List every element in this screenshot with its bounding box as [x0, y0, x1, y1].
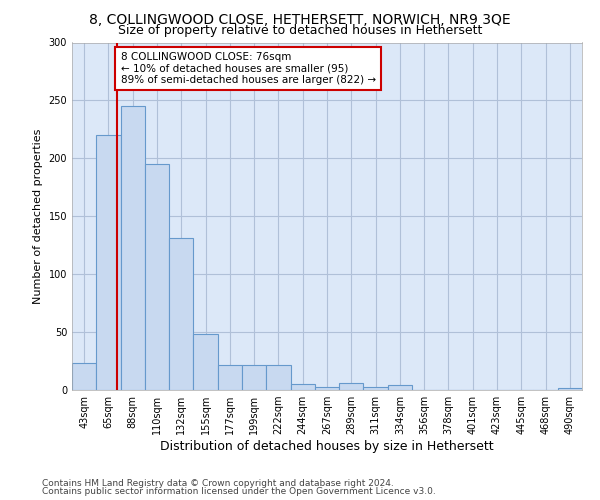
Y-axis label: Number of detached properties: Number of detached properties: [33, 128, 43, 304]
Bar: [145, 164, 169, 390]
Bar: [339, 383, 364, 390]
Bar: [388, 386, 412, 390]
Bar: [169, 238, 193, 390]
Bar: [364, 386, 388, 390]
Text: 8, COLLINGWOOD CLOSE, HETHERSETT, NORWICH, NR9 3QE: 8, COLLINGWOOD CLOSE, HETHERSETT, NORWIC…: [89, 12, 511, 26]
Bar: [218, 364, 242, 390]
Bar: [266, 364, 290, 390]
Bar: [121, 106, 145, 390]
Bar: [558, 388, 582, 390]
Bar: [96, 135, 121, 390]
Text: 8 COLLINGWOOD CLOSE: 76sqm
← 10% of detached houses are smaller (95)
89% of semi: 8 COLLINGWOOD CLOSE: 76sqm ← 10% of deta…: [121, 52, 376, 85]
Bar: [72, 364, 96, 390]
Text: Contains public sector information licensed under the Open Government Licence v3: Contains public sector information licen…: [42, 487, 436, 496]
Bar: [193, 334, 218, 390]
Text: Size of property relative to detached houses in Hethersett: Size of property relative to detached ho…: [118, 24, 482, 37]
Bar: [290, 384, 315, 390]
X-axis label: Distribution of detached houses by size in Hethersett: Distribution of detached houses by size …: [160, 440, 494, 453]
Bar: [315, 386, 339, 390]
Text: Contains HM Land Registry data © Crown copyright and database right 2024.: Contains HM Land Registry data © Crown c…: [42, 478, 394, 488]
Bar: [242, 364, 266, 390]
